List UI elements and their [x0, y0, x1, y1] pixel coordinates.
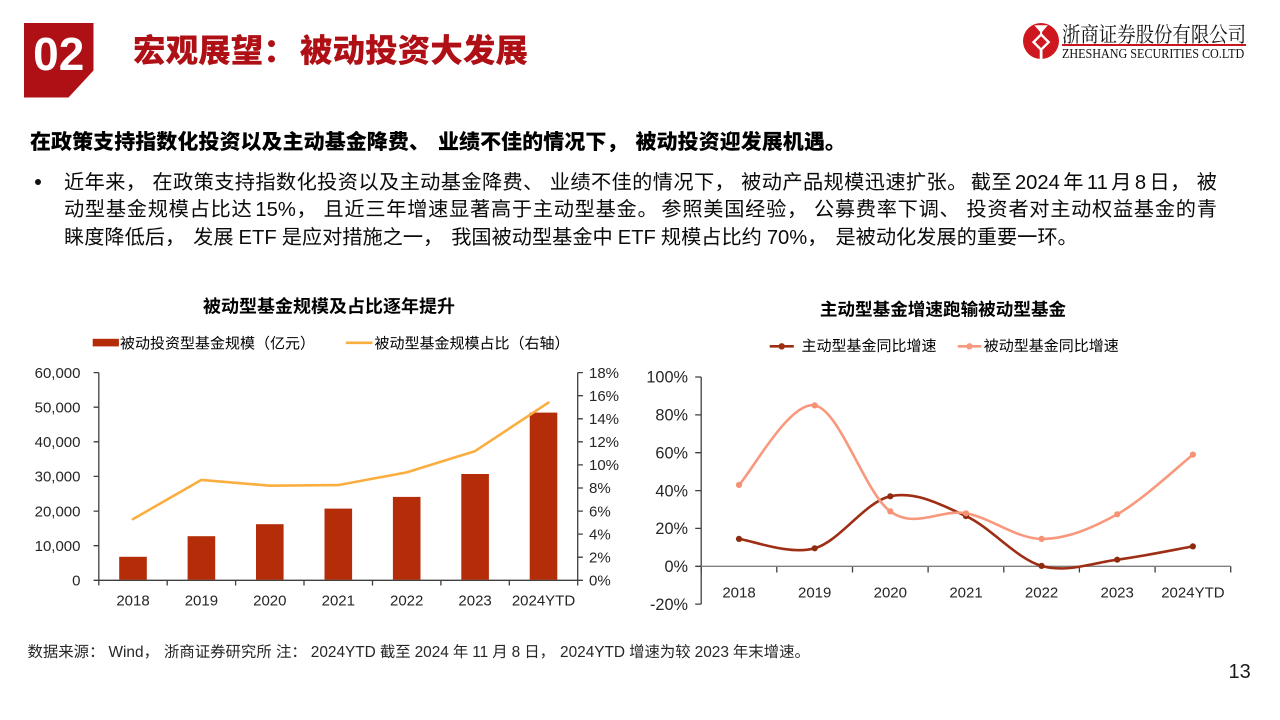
svg-text:100%: 100%: [646, 369, 688, 387]
svg-text:12%: 12%: [589, 434, 619, 451]
svg-text:主动型基金增速跑输被动型基金: 主动型基金增速跑输被动型基金: [820, 300, 1067, 320]
svg-text:2020: 2020: [253, 593, 286, 610]
svg-text:18%: 18%: [589, 365, 619, 382]
svg-text:0: 0: [72, 573, 80, 590]
svg-text:40,000: 40,000: [35, 434, 81, 451]
svg-text:20,000: 20,000: [35, 503, 81, 520]
svg-text:2023: 2023: [1101, 585, 1134, 602]
svg-text:2020: 2020: [874, 585, 907, 602]
svg-text:2022: 2022: [390, 593, 423, 610]
svg-text:6%: 6%: [589, 503, 611, 520]
svg-text:20%: 20%: [655, 520, 688, 538]
svg-text:主动型基金同比增速: 主动型基金同比增速: [802, 338, 937, 355]
svg-text:2018: 2018: [722, 585, 755, 602]
svg-text:4%: 4%: [589, 526, 611, 543]
svg-text:40%: 40%: [655, 482, 688, 500]
svg-text:2021: 2021: [949, 585, 982, 602]
svg-text:50,000: 50,000: [35, 399, 81, 416]
svg-text:2024YTD: 2024YTD: [1161, 585, 1225, 602]
svg-text:14%: 14%: [589, 411, 619, 428]
svg-text:2024YTD: 2024YTD: [512, 593, 576, 610]
svg-text:0%: 0%: [589, 573, 611, 590]
svg-text:被动型基金规模占比（右轴）: 被动型基金规模占比（右轴）: [375, 335, 570, 352]
svg-text:16%: 16%: [589, 388, 619, 405]
svg-text:10,000: 10,000: [35, 538, 81, 555]
svg-text:8%: 8%: [589, 480, 611, 497]
svg-text:2023: 2023: [458, 593, 491, 610]
svg-text:被动投资型基金规模（亿元）: 被动投资型基金规模（亿元）: [120, 335, 315, 352]
svg-text:60,000: 60,000: [35, 365, 81, 382]
svg-text:2%: 2%: [589, 549, 611, 566]
svg-text:2022: 2022: [1025, 585, 1058, 602]
svg-text:0%: 0%: [664, 558, 688, 576]
svg-text:30,000: 30,000: [35, 469, 81, 486]
svg-text:80%: 80%: [655, 407, 688, 425]
svg-text:2019: 2019: [185, 593, 218, 610]
svg-text:2021: 2021: [322, 593, 355, 610]
svg-text:被动型基金同比增速: 被动型基金同比增速: [984, 338, 1119, 355]
svg-text:-20%: -20%: [650, 596, 688, 614]
svg-text:10%: 10%: [589, 457, 619, 474]
svg-text:被动型基金规模及占比逐年提升: 被动型基金规模及占比逐年提升: [203, 296, 455, 316]
svg-text:2018: 2018: [116, 593, 149, 610]
svg-text:60%: 60%: [655, 444, 688, 462]
svg-text:2019: 2019: [798, 585, 831, 602]
